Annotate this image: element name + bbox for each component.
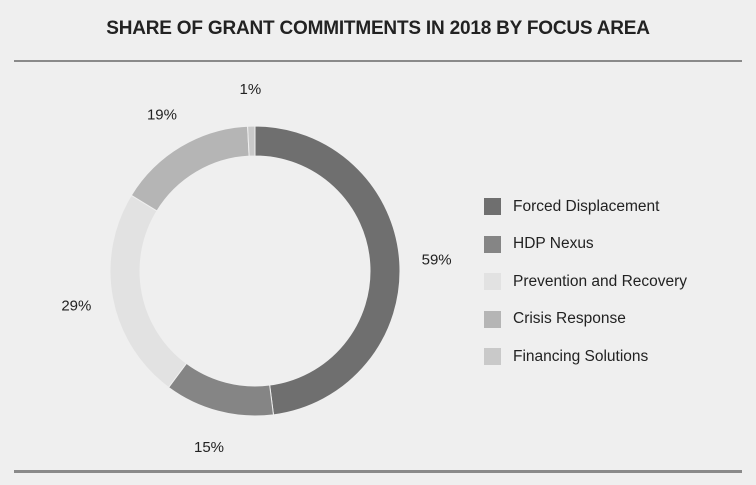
legend-item: Forced Displacement [484, 188, 687, 226]
legend-swatch [484, 311, 501, 328]
slice-financing-solutions [248, 126, 255, 156]
slice-label-hdp-nexus: 15% [194, 439, 224, 456]
chart-legend: Forced Displacement HDP Nexus Prevention… [484, 188, 687, 376]
legend-item: HDP Nexus [484, 226, 687, 264]
legend-label: Financing Solutions [513, 348, 648, 366]
slice-hdp-nexus [169, 363, 274, 416]
legend-item: Financing Solutions [484, 338, 687, 376]
slice-label-crisis-response: 19% [147, 107, 177, 124]
slice-forced-displacement [255, 126, 400, 415]
legend-swatch [484, 236, 501, 253]
legend-item: Crisis Response [484, 301, 687, 339]
slice-crisis-response [131, 126, 249, 211]
legend-swatch [484, 198, 501, 215]
legend-label: HDP Nexus [513, 235, 594, 253]
slice-label-financing-solutions: 1% [240, 81, 262, 98]
legend-label: Crisis Response [513, 310, 626, 328]
legend-label: Prevention and Recovery [513, 273, 687, 291]
slice-label-prevention-and-recovery: 29% [61, 298, 91, 315]
slice-prevention-and-recovery [110, 195, 186, 387]
legend-label: Forced Displacement [513, 198, 659, 216]
legend-swatch [484, 348, 501, 365]
legend-item: Prevention and Recovery [484, 263, 687, 301]
legend-swatch [484, 273, 501, 290]
bottom-divider [14, 470, 742, 473]
slice-label-forced-displacement: 59% [422, 251, 452, 268]
